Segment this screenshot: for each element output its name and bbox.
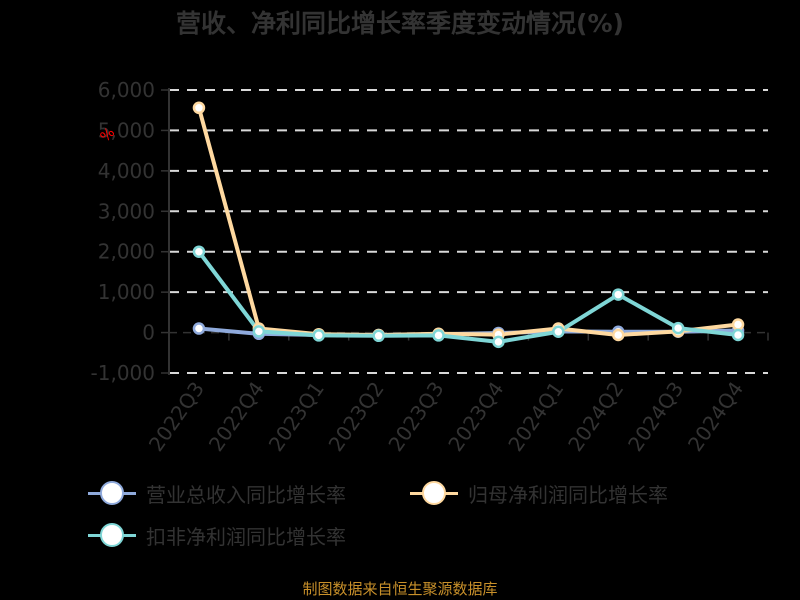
x-tick-label: 2022Q4 [204, 377, 269, 456]
legend-item-revenue[interactable]: 营业总收入同比增长率 [88, 478, 346, 508]
x-tick-label: 2023Q4 [443, 377, 508, 456]
legend-symbol-revenue [88, 478, 136, 508]
data-point[interactable] [252, 325, 266, 338]
legend-symbol-deducted-net-profit [88, 520, 136, 550]
legend-symbol-net-profit [410, 478, 458, 508]
x-tick-label: 2023Q3 [383, 377, 448, 456]
y-tick-label: 0 [142, 321, 155, 345]
x-tick-label: 2024Q2 [563, 377, 628, 456]
data-source-note: 制图数据来自恒生聚源数据库 [302, 580, 498, 598]
legend-item-deducted-net-profit[interactable]: 扣非净利润同比增长率 [88, 520, 346, 550]
x-tick-label: 2023Q2 [324, 377, 389, 456]
chart-title: 营收、净利同比增长率季度变动情况(%) [176, 9, 624, 38]
gridlines [169, 89, 768, 374]
y-tick-label: 6,000 [98, 78, 155, 102]
y-axis: -1,000 0 1,000 2,000 3,000 4,000 5,000 6,000 [91, 78, 170, 385]
x-tick-label: 2022Q3 [144, 377, 209, 456]
data-point[interactable] [552, 325, 565, 339]
data-point[interactable] [731, 328, 745, 342]
series-line [197, 250, 739, 344]
x-axis: 2022Q32022Q42023Q12023Q22023Q32023Q42024… [144, 331, 769, 456]
legend-label-deducted-net-profit: 扣非净利润同比增长率 [146, 524, 346, 549]
x-tick-label: 2023Q1 [264, 377, 329, 456]
y-tick-label: 1,000 [98, 280, 155, 304]
data-point[interactable] [492, 335, 505, 349]
data-point[interactable] [312, 329, 325, 342]
y-tick-label: 4,000 [98, 159, 155, 183]
legend-label-revenue: 营业总收入同比增长率 [146, 482, 346, 507]
x-tick-label: 2024Q1 [503, 377, 568, 456]
data-point[interactable] [671, 321, 685, 335]
data-point[interactable] [192, 245, 206, 258]
y-tick-label: -1,000 [91, 361, 155, 385]
data-point[interactable] [372, 329, 385, 343]
legend-label-net-profit: 归母净利润同比增长率 [468, 482, 668, 507]
data-point[interactable] [432, 329, 445, 342]
y-tick-label: 2,000 [98, 240, 155, 264]
data-point[interactable] [731, 318, 745, 331]
data-point[interactable] [612, 328, 625, 342]
data-point[interactable] [192, 101, 206, 115]
series-line [197, 107, 739, 337]
x-tick-label: 2024Q4 [683, 377, 748, 456]
legend-item-net-profit[interactable]: 归母净利润同比增长率 [410, 478, 668, 508]
y-tick-label: 5,000 [98, 118, 155, 142]
data-point[interactable] [192, 322, 206, 335]
data-point[interactable] [612, 288, 625, 301]
series-lines [192, 101, 745, 349]
y-tick-label: 3,000 [98, 199, 155, 223]
x-tick-label: 2024Q3 [623, 377, 688, 456]
